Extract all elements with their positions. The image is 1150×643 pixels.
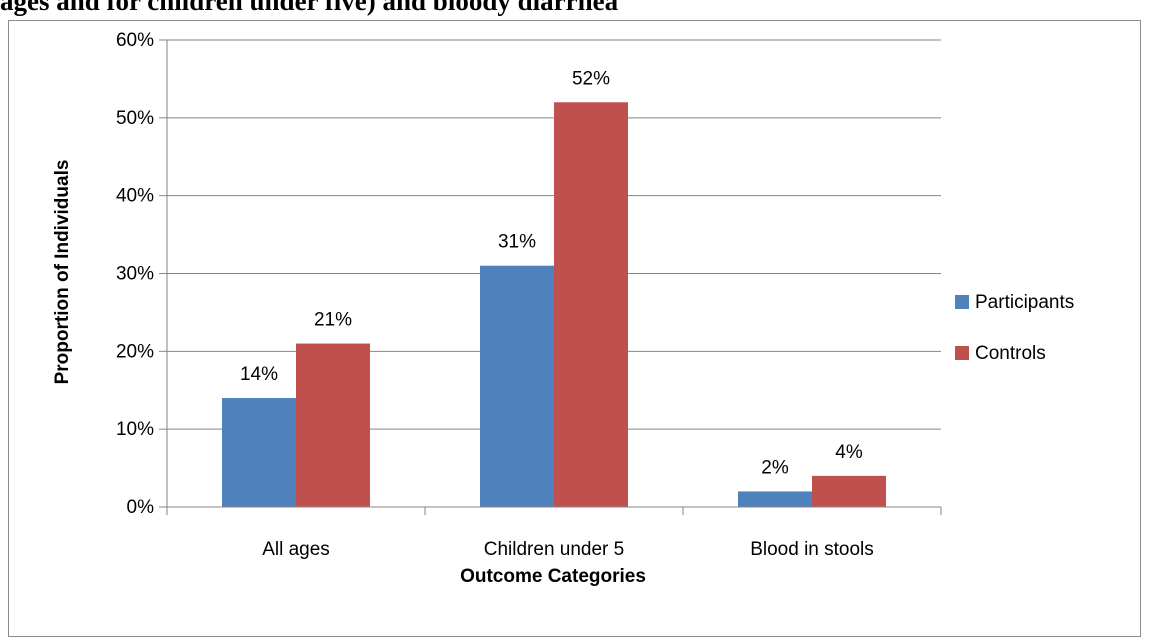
bar-participants [738, 491, 812, 507]
y-tick-label: 50% [116, 108, 154, 129]
bar-controls [554, 102, 628, 508]
legend-label-participants: Participants [975, 292, 1074, 313]
x-tick-label: Children under 5 [484, 539, 624, 560]
bars [222, 102, 886, 508]
y-tick-label: 40% [116, 186, 154, 207]
data-label: 21% [314, 310, 352, 331]
bar-participants [480, 265, 554, 507]
legend-label-controls: Controls [975, 343, 1046, 364]
y-tick-label: 10% [116, 419, 154, 440]
legend-swatch-controls [955, 346, 969, 360]
legend-swatch-participants [955, 295, 969, 309]
y-axis-title: Proportion of Individuals [52, 160, 73, 385]
data-label: 14% [240, 364, 278, 385]
y-tick-label: 0% [127, 497, 155, 518]
y-axis-ticks: 0% 10% 20% 30% 40% 50% 60% [116, 30, 168, 518]
x-tick-label: Blood in stools [750, 539, 874, 560]
bar-controls [296, 343, 370, 507]
data-labels: 14% 21% 31% 52% 2% 4% [240, 68, 863, 478]
y-tick-label: 20% [116, 341, 154, 362]
data-label: 52% [572, 68, 610, 89]
data-label: 31% [498, 232, 536, 253]
y-tick-label: 60% [116, 30, 154, 51]
legend: Participants Controls [955, 292, 1074, 364]
x-tick-label: All ages [262, 539, 330, 560]
bar-controls [812, 475, 886, 507]
page-heading: ages and for children under five) and bl… [0, 0, 619, 16]
x-axis-title: Outcome Categories [460, 566, 646, 587]
bar-participants [222, 398, 296, 507]
x-axis: All ages Children under 5 Blood in stools [166, 506, 942, 560]
data-label: 4% [835, 442, 863, 463]
data-label: 2% [761, 457, 789, 478]
y-tick-label: 30% [116, 264, 154, 285]
